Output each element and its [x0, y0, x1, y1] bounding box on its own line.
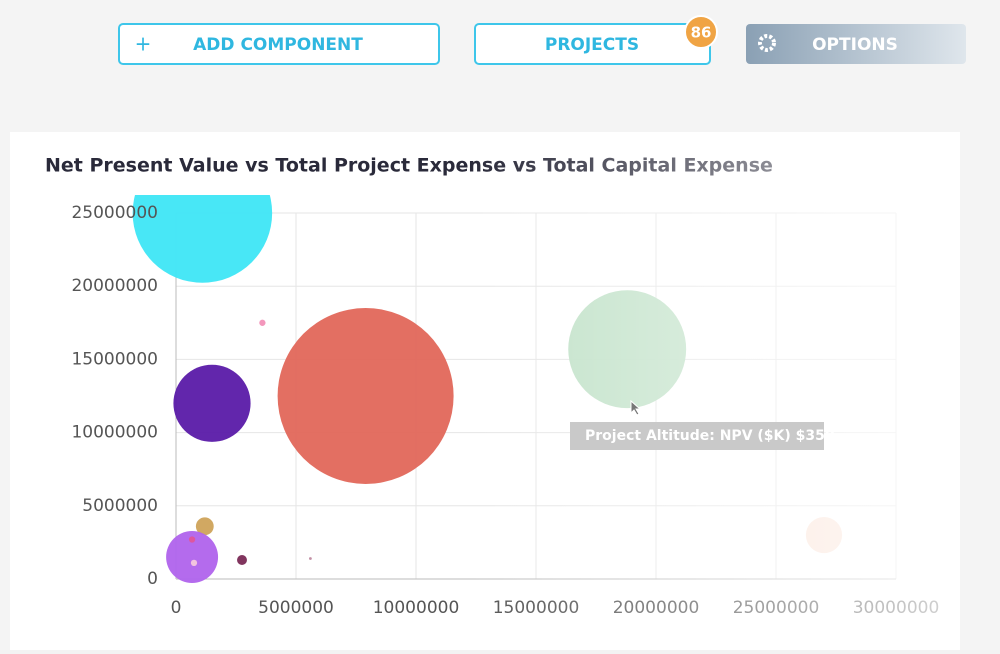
- bubble: [166, 531, 219, 584]
- tooltip-text: Project Altitude: NPV ($K) $350: [585, 428, 835, 444]
- add-label: ADD COMPONENT: [193, 35, 363, 55]
- badge: [684, 15, 718, 49]
- y-tick-label: 25000000: [71, 203, 158, 223]
- y-tick-label: 15000000: [71, 349, 158, 369]
- cursor: [630, 399, 642, 416]
- bubble: [259, 319, 266, 326]
- x-tick-label: 10000000: [373, 598, 460, 618]
- y-tick-label: 0: [147, 569, 158, 589]
- options-label: OPTIONS: [812, 35, 898, 55]
- bubble: [188, 536, 196, 543]
- badge-count: 86: [691, 24, 712, 42]
- x-tick-label: 5000000: [258, 598, 334, 618]
- bubble: [195, 517, 214, 536]
- fade-overlay: [470, 140, 960, 650]
- tooltip-box: [570, 422, 824, 450]
- toolbar: + ADD COMPONENT PROJECTS 86 OPTIONS: [118, 15, 966, 65]
- x-tick-label: 0: [171, 598, 182, 618]
- bubble: [277, 308, 454, 484]
- projects-label: PROJECTS: [545, 35, 639, 55]
- plus-icon: +: [135, 32, 152, 56]
- gear-icon: [758, 34, 776, 52]
- bubble: [132, 195, 273, 283]
- options-button[interactable]: [746, 24, 966, 64]
- add-button[interactable]: [118, 23, 440, 65]
- bubble: [237, 554, 247, 565]
- y-tick-label: 10000000: [71, 423, 158, 443]
- bubble: [190, 559, 198, 567]
- bubble: [308, 557, 312, 560]
- bubble: [173, 364, 251, 442]
- y-tick-label: 5000000: [82, 496, 158, 516]
- y-tick-label: 20000000: [71, 276, 158, 296]
